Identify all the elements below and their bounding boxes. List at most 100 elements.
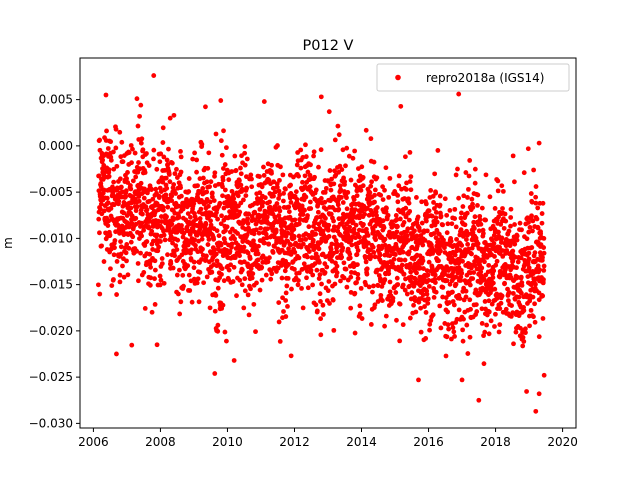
data-point <box>526 229 532 235</box>
data-point <box>151 73 157 78</box>
data-point <box>423 310 429 315</box>
data-point <box>257 190 263 196</box>
data-point <box>96 216 102 222</box>
data-point <box>345 190 351 195</box>
data-point <box>318 316 324 322</box>
data-point <box>118 251 124 257</box>
data-point <box>313 187 319 193</box>
data-point <box>106 167 112 173</box>
data-point <box>460 204 466 209</box>
data-point <box>447 207 453 213</box>
data-point <box>288 353 294 359</box>
data-point <box>380 298 385 303</box>
data-point <box>418 305 424 311</box>
data-point <box>490 280 496 286</box>
data-point <box>178 193 184 199</box>
data-point <box>144 239 150 244</box>
data-point <box>128 143 134 148</box>
data-point <box>156 195 162 200</box>
data-point <box>519 227 524 233</box>
data-point <box>199 257 204 262</box>
data-point <box>298 147 304 153</box>
data-point <box>499 235 505 241</box>
data-point <box>199 236 205 242</box>
data-point <box>302 173 308 179</box>
data-point <box>155 248 161 254</box>
data-point <box>243 193 249 199</box>
data-point <box>353 222 359 228</box>
data-point <box>512 179 517 185</box>
data-point <box>424 291 430 297</box>
data-point <box>527 224 533 230</box>
data-point <box>256 243 261 249</box>
data-point <box>299 285 304 291</box>
data-point <box>317 291 323 297</box>
data-point <box>259 277 265 283</box>
data-point <box>204 179 210 185</box>
data-point <box>413 277 419 282</box>
data-point <box>407 283 412 289</box>
data-point <box>200 175 206 181</box>
data-point <box>373 209 379 215</box>
data-point <box>195 183 200 189</box>
data-point <box>327 168 333 173</box>
data-point <box>166 146 171 152</box>
data-point <box>531 167 537 173</box>
data-point <box>103 92 109 98</box>
data-point <box>451 329 457 335</box>
data-point <box>389 219 395 225</box>
data-point <box>117 129 123 135</box>
data-point <box>196 299 202 305</box>
data-point <box>510 258 516 264</box>
data-point <box>421 266 426 271</box>
data-point <box>524 389 529 394</box>
data-point <box>500 254 506 259</box>
data-point <box>219 213 224 219</box>
data-point <box>134 248 139 254</box>
data-point <box>119 139 125 145</box>
data-point <box>205 242 211 247</box>
data-point <box>241 244 247 250</box>
data-point <box>515 259 521 265</box>
data-point <box>397 338 403 344</box>
data-point <box>402 154 408 160</box>
data-point <box>281 309 286 314</box>
data-point <box>372 302 378 308</box>
data-point <box>318 332 324 338</box>
data-point <box>311 153 316 159</box>
data-point <box>101 187 107 193</box>
data-point <box>144 207 150 213</box>
data-point <box>235 231 241 236</box>
y-tick-label: −0.015 <box>29 278 73 292</box>
data-point <box>394 217 400 223</box>
data-point <box>313 231 319 237</box>
data-point <box>242 150 248 156</box>
data-point <box>533 200 539 206</box>
data-point <box>415 214 421 220</box>
data-point <box>212 308 218 314</box>
data-point <box>289 286 294 292</box>
data-point <box>459 377 465 383</box>
data-point <box>148 275 154 281</box>
data-point <box>160 207 166 213</box>
data-point <box>495 178 501 184</box>
data-point <box>185 211 191 217</box>
data-point <box>354 193 360 199</box>
data-point <box>346 153 352 159</box>
data-point <box>407 261 413 267</box>
data-point <box>536 140 542 146</box>
data-point <box>267 255 272 261</box>
data-point <box>450 325 456 330</box>
data-point <box>472 214 478 220</box>
data-point <box>506 290 512 295</box>
data-point <box>161 280 167 286</box>
data-point <box>533 408 539 414</box>
data-point <box>445 221 451 227</box>
data-point <box>300 241 306 247</box>
data-point <box>460 338 466 344</box>
data-point <box>539 220 545 226</box>
data-point <box>160 125 166 131</box>
data-point <box>226 267 232 273</box>
data-point <box>541 267 547 273</box>
